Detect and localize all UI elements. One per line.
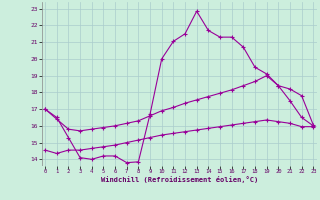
X-axis label: Windchill (Refroidissement éolien,°C): Windchill (Refroidissement éolien,°C) — [100, 176, 258, 183]
